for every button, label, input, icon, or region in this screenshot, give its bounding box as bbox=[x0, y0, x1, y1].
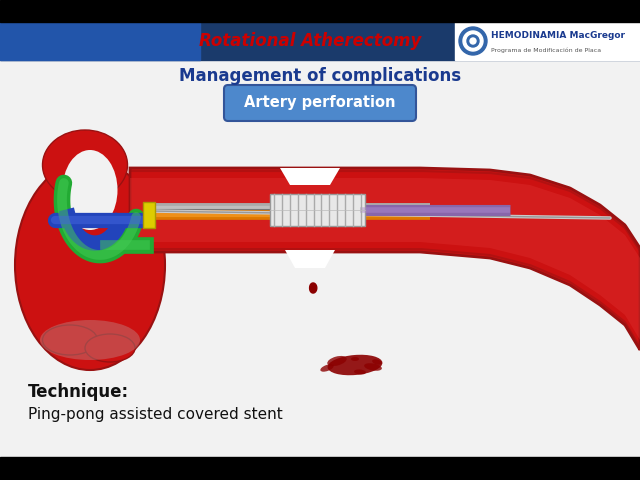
Polygon shape bbox=[130, 178, 640, 340]
Ellipse shape bbox=[351, 357, 359, 361]
Ellipse shape bbox=[327, 356, 347, 366]
Polygon shape bbox=[285, 250, 335, 268]
Text: Management of complications: Management of complications bbox=[179, 67, 461, 85]
Ellipse shape bbox=[63, 150, 118, 230]
Text: Programa de Modificación de Placa: Programa de Modificación de Placa bbox=[491, 47, 601, 53]
Bar bbox=[0, 0, 640, 22]
Ellipse shape bbox=[40, 320, 140, 360]
Bar bbox=[0, 22, 640, 60]
Bar bbox=[270, 194, 365, 226]
Bar bbox=[143, 202, 155, 228]
Text: HEMODINAMIA MacGregor: HEMODINAMIA MacGregor bbox=[491, 32, 625, 40]
Ellipse shape bbox=[42, 325, 97, 355]
Text: Technique:: Technique: bbox=[28, 383, 129, 401]
Polygon shape bbox=[130, 168, 640, 350]
Bar bbox=[130, 168, 170, 252]
Circle shape bbox=[470, 38, 476, 44]
Ellipse shape bbox=[328, 355, 383, 375]
Ellipse shape bbox=[321, 364, 333, 372]
Text: Ping-pong assisted covered stent: Ping-pong assisted covered stent bbox=[28, 408, 283, 422]
FancyBboxPatch shape bbox=[224, 85, 416, 121]
Polygon shape bbox=[280, 168, 340, 185]
Circle shape bbox=[463, 31, 483, 51]
Bar bbox=[455, 22, 640, 60]
Ellipse shape bbox=[15, 160, 165, 370]
Circle shape bbox=[459, 27, 487, 55]
Ellipse shape bbox=[372, 359, 382, 365]
Text: Rotational Atherectomy: Rotational Atherectomy bbox=[199, 32, 421, 50]
Text: Artery perforation: Artery perforation bbox=[244, 96, 396, 110]
Bar bbox=[0, 457, 640, 480]
Polygon shape bbox=[310, 283, 317, 293]
Ellipse shape bbox=[42, 130, 127, 200]
Ellipse shape bbox=[354, 370, 366, 374]
Ellipse shape bbox=[85, 334, 135, 362]
Bar bbox=[0, 22, 200, 60]
Circle shape bbox=[467, 35, 479, 47]
Ellipse shape bbox=[364, 363, 382, 371]
